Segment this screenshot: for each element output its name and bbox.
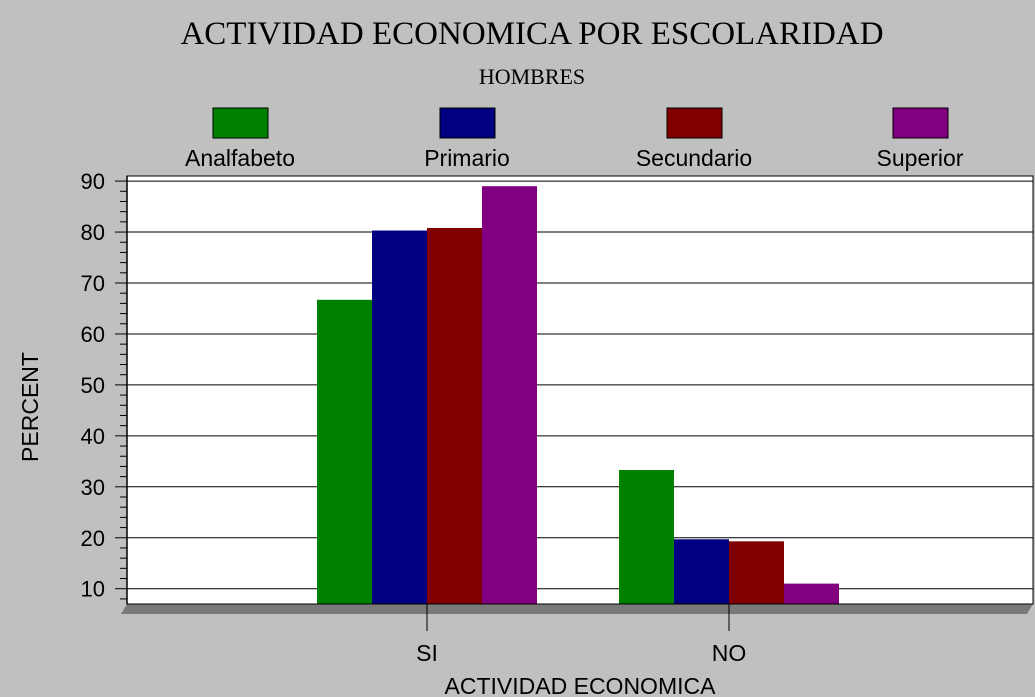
bar-no-secundario xyxy=(729,541,784,604)
legend-swatch-analfabeto xyxy=(212,107,269,139)
y-tick-label: 60 xyxy=(81,322,105,347)
plot-area: 10 20 30 40 50 60 70 80 90 SI NO xyxy=(81,169,1034,666)
x-tick-label: NO xyxy=(712,640,747,666)
legend-swatch-secundario xyxy=(666,107,723,139)
legend-swatch-superior xyxy=(892,107,949,139)
y-tick-label: 30 xyxy=(81,475,105,500)
x-axis-label: ACTIVIDAD ECONOMICA xyxy=(445,673,717,697)
y-tick-label: 40 xyxy=(81,424,105,449)
chart-subtitle: HOMBRES xyxy=(479,64,585,89)
y-tick-label: 90 xyxy=(81,169,105,194)
legend-label-secundario: Secundario xyxy=(636,145,752,171)
bar-no-superior xyxy=(784,583,839,604)
y-tick-label: 70 xyxy=(81,271,105,296)
plot-background xyxy=(127,176,1033,604)
x-tick-label: SI xyxy=(416,640,438,666)
y-axis-label: PERCENT xyxy=(17,352,43,462)
bar-si-superior xyxy=(482,186,537,604)
bar-no-primario xyxy=(674,539,729,604)
y-tick-label: 10 xyxy=(81,577,105,602)
plot-floor-shadow xyxy=(121,604,1033,614)
y-tick-label: 80 xyxy=(81,220,105,245)
bar-no-analfabeto xyxy=(619,469,674,604)
legend-label-superior: Superior xyxy=(877,145,964,171)
chart-title: ACTIVIDAD ECONOMICA POR ESCOLARIDAD xyxy=(180,16,883,52)
bar-si-analfabeto xyxy=(317,299,372,604)
y-tick-label: 20 xyxy=(81,526,105,551)
bar-si-primario xyxy=(372,230,427,604)
bar-si-secundario xyxy=(427,227,482,604)
legend-swatch-primario xyxy=(439,107,496,139)
legend-label-analfabeto: Analfabeto xyxy=(185,145,295,171)
y-tick-label: 50 xyxy=(81,373,105,398)
legend-label-primario: Primario xyxy=(424,145,510,171)
legend: Analfabeto Primario Secundario Superior xyxy=(185,107,964,171)
